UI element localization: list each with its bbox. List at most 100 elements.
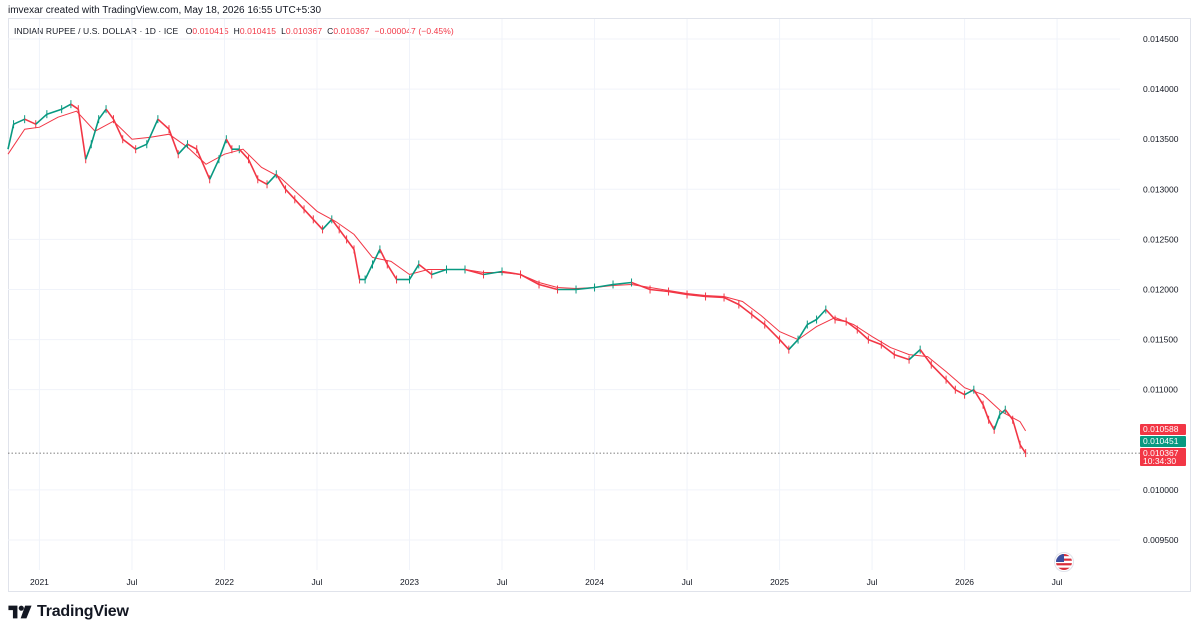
price-segment bbox=[187, 143, 198, 150]
price-segment bbox=[105, 108, 115, 120]
price-segment bbox=[146, 118, 159, 145]
close-value: 0.010367 bbox=[333, 26, 370, 36]
moving-average-line bbox=[7, 110, 1027, 432]
us-flag-icon[interactable] bbox=[1054, 552, 1074, 572]
y-tick-label: 0.011500 bbox=[1143, 335, 1178, 345]
price-segment bbox=[168, 128, 179, 155]
price-segment bbox=[1011, 419, 1021, 446]
price-segment bbox=[649, 288, 669, 293]
price-segment bbox=[779, 339, 790, 351]
chart-area[interactable] bbox=[8, 18, 1191, 592]
x-tick-label: Jul bbox=[682, 577, 693, 587]
price-segment bbox=[520, 273, 540, 286]
x-tick-label: 2026 bbox=[955, 577, 974, 587]
price-segment bbox=[24, 118, 37, 125]
price-segment bbox=[919, 349, 932, 366]
price-segment bbox=[345, 238, 355, 250]
price-segment bbox=[431, 268, 447, 276]
price-segment bbox=[275, 173, 287, 190]
price-segment bbox=[112, 118, 124, 140]
price-segment bbox=[954, 388, 965, 396]
x-tick-label: Jul bbox=[497, 577, 508, 587]
price-segment bbox=[738, 303, 753, 316]
price-segment bbox=[408, 263, 420, 280]
price-segment bbox=[46, 108, 62, 115]
price-segment bbox=[238, 148, 250, 160]
price-segment bbox=[723, 296, 740, 306]
change-value: −0.000047 (−0.45%) bbox=[374, 26, 454, 36]
price-segment bbox=[594, 283, 614, 289]
price-segment bbox=[964, 388, 975, 396]
price-segment bbox=[208, 158, 220, 180]
price-segment bbox=[266, 173, 277, 185]
price-segment bbox=[501, 270, 521, 276]
price-segment bbox=[1004, 409, 1014, 421]
price-segment bbox=[1019, 444, 1027, 454]
price-segment bbox=[788, 339, 799, 351]
price-segment bbox=[7, 124, 15, 150]
low-label: L bbox=[281, 26, 286, 36]
price-segment bbox=[987, 419, 995, 431]
x-tick-label: Jul bbox=[1052, 577, 1063, 587]
price-segment bbox=[218, 138, 228, 160]
price-segment bbox=[705, 295, 725, 299]
price-segment bbox=[575, 286, 595, 291]
price-segment bbox=[77, 109, 87, 160]
price-segment bbox=[294, 198, 305, 210]
price-segment bbox=[868, 338, 882, 346]
price-segment bbox=[880, 343, 895, 356]
price-segment bbox=[177, 143, 189, 155]
close-label: C bbox=[327, 26, 334, 36]
y-tick-label: 0.013500 bbox=[1143, 134, 1179, 144]
price-segment bbox=[257, 178, 268, 186]
x-axis: 2021 Jul 2022 Jul 2023 Jul 2024 Jul 2025 Jul 2026 J… bbox=[30, 577, 1063, 587]
symbol-legend[interactable]: INDIAN RUPEE / U.S. DOLLAR · 1D · ICE O0… bbox=[14, 26, 454, 36]
tradingview-brand[interactable]: TradingView bbox=[8, 603, 129, 621]
price-segment bbox=[84, 143, 93, 160]
price-line-layer bbox=[7, 100, 1027, 458]
last-price-tag bbox=[1140, 448, 1186, 466]
x-tick-label: 2022 bbox=[215, 577, 234, 587]
price-segment bbox=[483, 270, 503, 276]
y-axis: 0.014500 0.014000 0.013500 0.013000 0.012500… bbox=[1143, 34, 1179, 545]
x-tick-label: 2025 bbox=[770, 577, 789, 587]
y-tick-label: 0.012500 bbox=[1143, 234, 1179, 244]
price-segment bbox=[70, 103, 79, 110]
price-segment bbox=[35, 113, 48, 125]
price-segment bbox=[195, 148, 211, 180]
price-segment bbox=[90, 118, 100, 145]
high-value: 0.010415 bbox=[239, 26, 277, 36]
y-tick-label: 0.013000 bbox=[1143, 184, 1179, 194]
price-segment bbox=[973, 389, 984, 406]
x-tick-label: 2024 bbox=[585, 577, 604, 587]
y-tick-label: 0.011000 bbox=[1143, 385, 1178, 395]
price-segment bbox=[668, 290, 688, 296]
ma-value-tag-label: 0.010588 bbox=[1143, 424, 1179, 434]
green-value-tag bbox=[1140, 436, 1186, 447]
grid-lines bbox=[8, 19, 1120, 570]
open-value: 0.010415 bbox=[192, 26, 229, 36]
price-segment bbox=[825, 308, 836, 321]
y-tick-label: 0.012000 bbox=[1143, 284, 1179, 294]
price-segment bbox=[464, 268, 484, 276]
price-segment bbox=[312, 218, 324, 230]
price-segment bbox=[13, 118, 26, 125]
x-tick-label: 2021 bbox=[30, 577, 49, 587]
price-segment bbox=[751, 313, 766, 326]
price-segment bbox=[371, 249, 381, 265]
price-segment bbox=[993, 414, 1001, 430]
price-segment bbox=[631, 281, 651, 291]
price-segment bbox=[797, 324, 808, 341]
price-segment bbox=[686, 293, 706, 298]
price-segment bbox=[982, 404, 990, 420]
price-segment bbox=[364, 264, 374, 280]
price-segment bbox=[353, 249, 361, 280]
green-value-tag-label: 0.010451 bbox=[1143, 436, 1179, 446]
open-label: O bbox=[185, 26, 193, 36]
x-tick-label: Jul bbox=[867, 577, 878, 587]
brand-name: TradingView bbox=[37, 603, 129, 620]
x-tick-label: Jul bbox=[312, 577, 323, 587]
y-tick-label: 0.014500 bbox=[1143, 34, 1179, 44]
